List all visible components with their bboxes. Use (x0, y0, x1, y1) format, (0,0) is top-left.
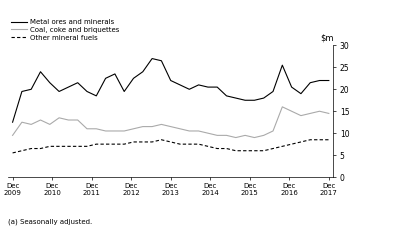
Text: (a) Seasonally adjusted.: (a) Seasonally adjusted. (8, 218, 92, 225)
Legend: Metal ores and minerals, Coal, coke and briquettes, Other mineral fuels: Metal ores and minerals, Coal, coke and … (12, 19, 119, 41)
Text: $m: $m (320, 34, 333, 43)
